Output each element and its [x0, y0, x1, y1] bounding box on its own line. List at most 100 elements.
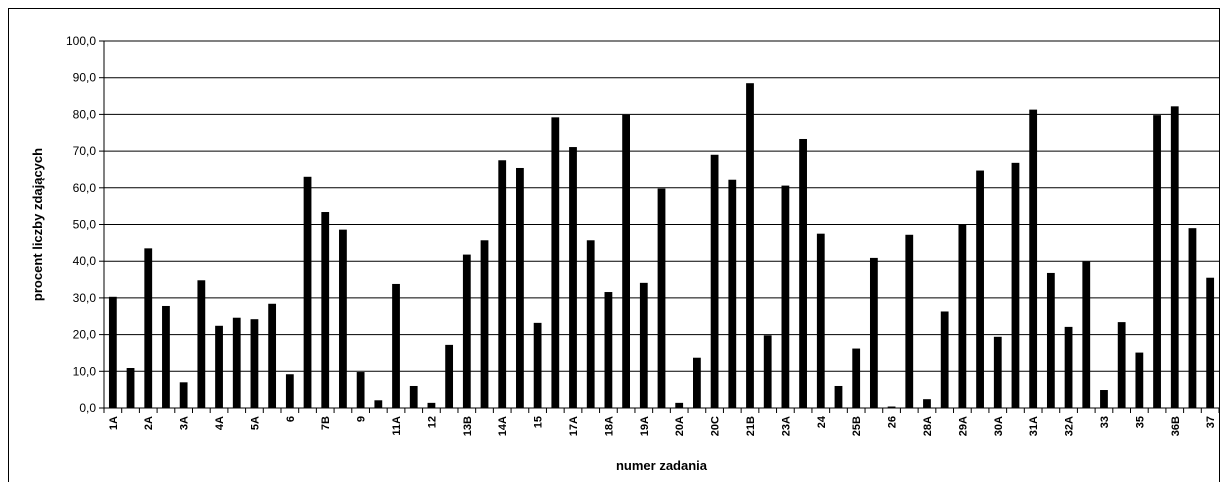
- x-tick-label: 4A: [214, 416, 226, 430]
- bar: [763, 335, 772, 408]
- x-tick-label: 12: [426, 416, 438, 428]
- bar: [958, 224, 967, 408]
- bar: [976, 170, 984, 408]
- bar: [834, 385, 843, 408]
- chart-frame: [8, 8, 1220, 482]
- bar: [781, 185, 790, 408]
- bar: [303, 176, 312, 408]
- x-axis-label: numer zadania: [616, 458, 708, 473]
- x-tick-label: 25B: [851, 416, 863, 436]
- y-axis-ticks: 0,0 10,0 20,0 30,0 40,0 50,0 60,0 70,0 80,0 90,0 1…: [66, 34, 104, 415]
- bar: [356, 372, 365, 408]
- x-tick-label: 20C: [710, 416, 722, 436]
- bar: [675, 402, 684, 408]
- x-tick-label: 29A: [957, 416, 969, 436]
- bar: [498, 160, 507, 408]
- x-tick-label: 30A: [993, 416, 1005, 436]
- bar: [887, 406, 896, 408]
- bar: [905, 234, 914, 408]
- x-tick-label: 5A: [249, 416, 261, 430]
- bar: [569, 147, 577, 408]
- bar: [710, 154, 719, 408]
- bar: [1100, 390, 1108, 408]
- y-tick-label: 90,0: [73, 71, 97, 85]
- x-axis-ticks: 1A 2A 3A 4A 5A 6 7B 9 11A 12 13B 14A 15 17A 18A 19A 20A 2…: [103, 408, 1220, 436]
- bar: [728, 179, 737, 408]
- bar: [799, 138, 807, 409]
- x-tick-label: 2A: [143, 416, 155, 430]
- bar: [657, 188, 666, 408]
- bar: [321, 212, 330, 408]
- bar: [215, 325, 223, 408]
- x-tick-label: 28A: [922, 416, 934, 436]
- bar: [993, 336, 1002, 408]
- bar: [462, 254, 471, 408]
- y-tick-label: 80,0: [73, 107, 97, 121]
- x-tick-label: 19A: [639, 416, 651, 436]
- bar: [1029, 109, 1038, 408]
- bar: [816, 233, 825, 408]
- bar: [179, 382, 188, 408]
- y-tick-label: 70,0: [73, 144, 97, 158]
- x-tick-label: 32A: [1064, 416, 1076, 436]
- x-tick-label: 6: [285, 416, 297, 422]
- bar: [197, 280, 206, 408]
- bar: [639, 282, 648, 408]
- x-tick-label: 3A: [179, 416, 191, 430]
- bar: [285, 374, 294, 408]
- x-tick-label: 1A: [108, 416, 120, 430]
- x-tick-label: 23A: [780, 416, 792, 436]
- x-tick-label: 24: [816, 415, 828, 428]
- bar: [516, 167, 524, 408]
- bar: [1170, 106, 1179, 408]
- bar: [693, 357, 701, 408]
- x-tick-label: 36B: [1170, 416, 1182, 436]
- x-tick-label: 37: [1205, 416, 1217, 428]
- bar: [392, 283, 400, 408]
- bar: [250, 319, 259, 408]
- bar: [268, 303, 277, 408]
- bar: [869, 257, 878, 408]
- bar: [232, 317, 241, 408]
- bar: [427, 402, 436, 408]
- bar: [162, 305, 170, 408]
- x-tick-label: 7B: [320, 416, 332, 430]
- bar: [1064, 326, 1073, 408]
- x-tick-label: 35: [1134, 416, 1146, 428]
- x-tick-label: 33: [1099, 416, 1111, 428]
- y-tick-label: 100,0: [66, 34, 96, 48]
- y-tick-label: 0,0: [79, 401, 96, 415]
- bar: [551, 117, 560, 408]
- x-tick-label: 21B: [745, 416, 757, 436]
- bar: [1153, 115, 1161, 408]
- x-tick-label: 26: [887, 416, 899, 428]
- bars: [108, 83, 1215, 409]
- bar: [604, 292, 613, 408]
- y-tick-label: 60,0: [73, 181, 97, 195]
- y-tick-label: 50,0: [73, 218, 97, 232]
- bar: [1082, 261, 1091, 408]
- bar: [1046, 272, 1055, 408]
- bar: [1135, 352, 1144, 408]
- bar: [940, 311, 949, 408]
- bar: [923, 399, 931, 408]
- bar: [1011, 162, 1020, 408]
- bar: [746, 83, 754, 408]
- bar: [445, 344, 454, 408]
- y-axis-label: procent liczby zdających: [30, 148, 45, 301]
- y-tick-label: 20,0: [73, 328, 97, 342]
- bar: [622, 114, 630, 409]
- bar: [480, 240, 489, 408]
- bar: [126, 368, 135, 408]
- bar: [339, 229, 347, 408]
- bar: [409, 385, 418, 408]
- bar: [852, 348, 861, 408]
- bar: [374, 400, 383, 408]
- bar: [1206, 277, 1215, 408]
- x-tick-label: 17A: [568, 416, 580, 436]
- bar: [144, 248, 153, 408]
- x-tick-label: 9: [356, 416, 368, 422]
- x-tick-label: 31A: [1028, 416, 1040, 436]
- bar: [1188, 228, 1197, 408]
- bar: [1117, 322, 1126, 408]
